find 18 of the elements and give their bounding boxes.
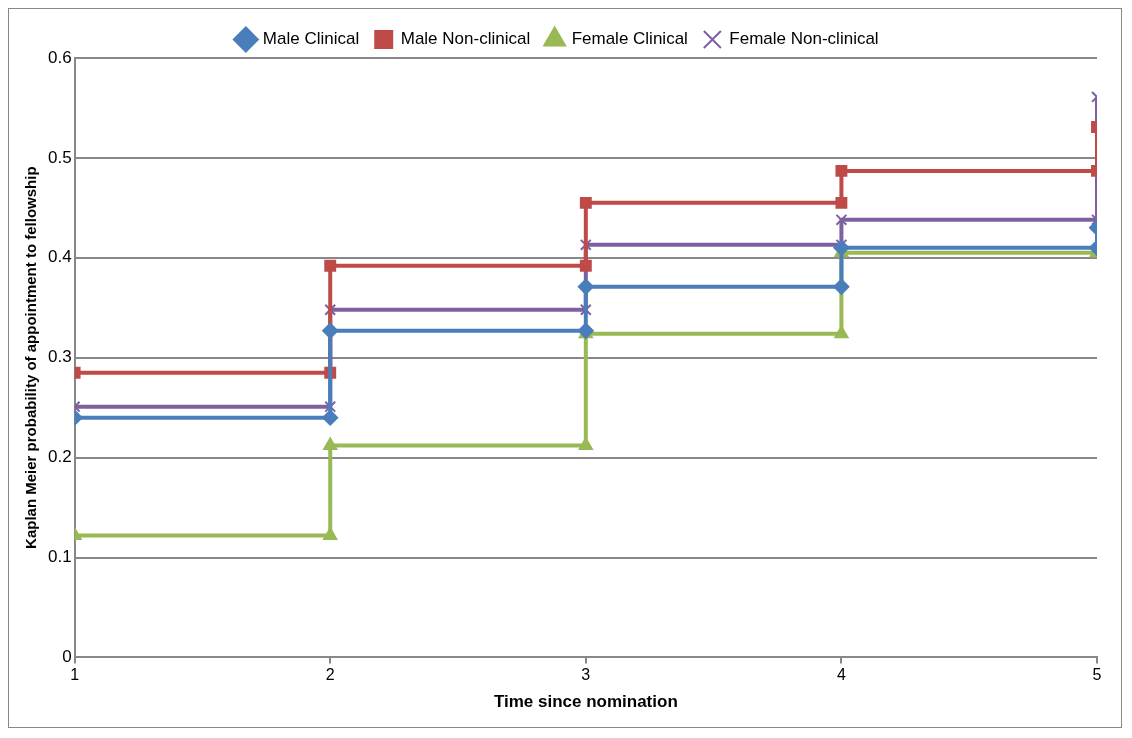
y-tick-label: 0.6 <box>47 47 72 67</box>
legend-label: Male Non-clinical <box>400 29 531 49</box>
y-tick-label: 0.3 <box>47 347 72 367</box>
y-tick-label: 0.1 <box>47 547 72 567</box>
x-tick-label: 1 <box>70 666 80 684</box>
y-tick-label: 0.4 <box>47 247 72 267</box>
x-tick-label: 4 <box>836 666 846 684</box>
y-tick-label: 0.5 <box>47 147 72 167</box>
legend-label: Female Non-clinical <box>729 29 879 49</box>
y-tick-label: 0 <box>62 647 72 667</box>
x-tick-label: 3 <box>581 666 591 684</box>
y-tick-label: 0.2 <box>47 447 72 467</box>
x-axis-title: Time since nomination <box>493 692 678 712</box>
y-axis-title: Kaplan Meier probability of appointment to fellowship <box>22 166 40 549</box>
legend-label: Female Clinical <box>571 29 688 49</box>
legend-label: Male Clinical <box>262 29 360 49</box>
x-tick-label: 2 <box>325 666 335 684</box>
x-tick-label: 5 <box>1092 666 1102 684</box>
